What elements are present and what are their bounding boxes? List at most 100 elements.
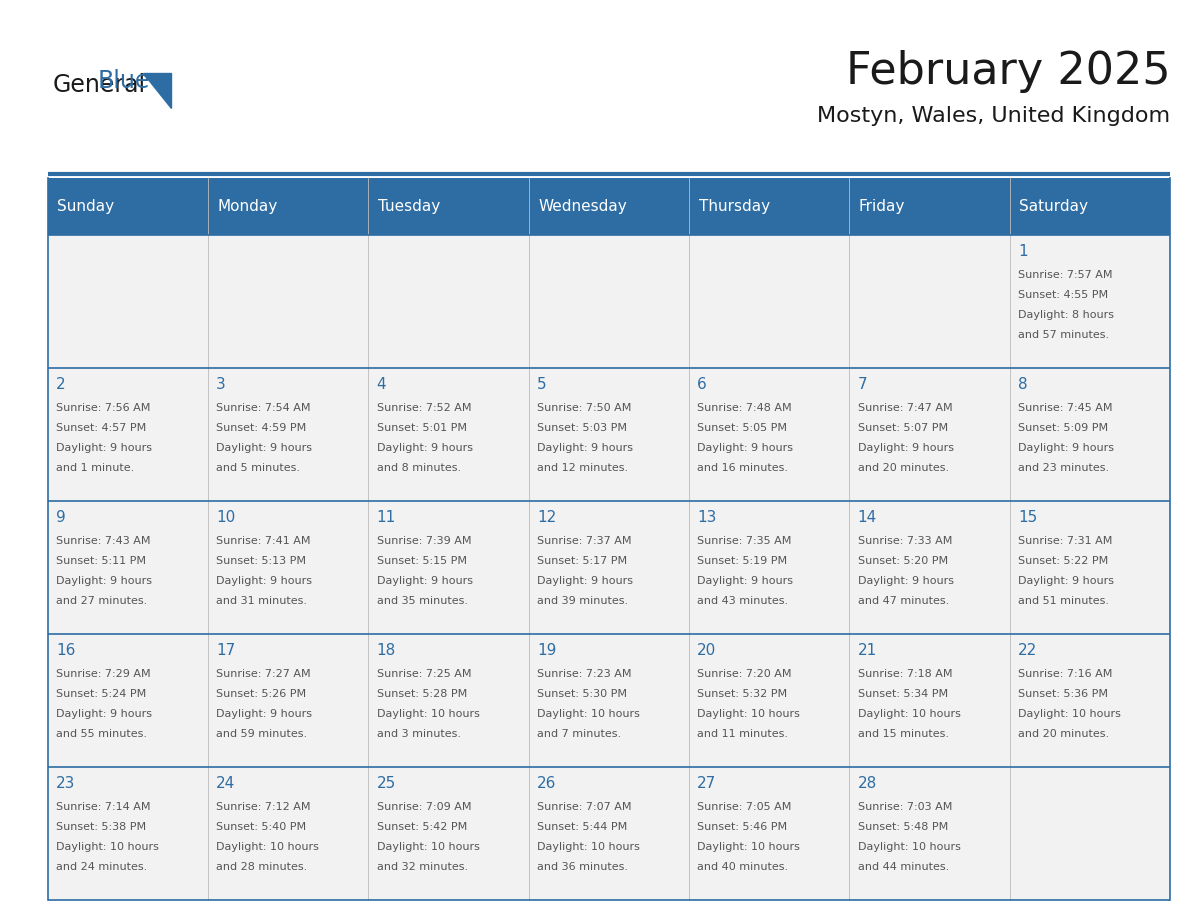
Bar [48, 368, 208, 501]
Text: Sunset: 4:57 PM: Sunset: 4:57 PM [56, 423, 146, 433]
Text: and 35 minutes.: and 35 minutes. [377, 597, 468, 606]
Text: Sunset: 5:28 PM: Sunset: 5:28 PM [377, 688, 467, 699]
Text: and 11 minutes.: and 11 minutes. [697, 729, 789, 739]
Bar [849, 767, 1010, 900]
Text: Sunset: 5:46 PM: Sunset: 5:46 PM [697, 822, 788, 832]
Text: Sunset: 5:22 PM: Sunset: 5:22 PM [1018, 556, 1108, 565]
Text: 21: 21 [858, 643, 877, 658]
Text: and 32 minutes.: and 32 minutes. [377, 862, 468, 872]
Text: Daylight: 8 hours: Daylight: 8 hours [1018, 310, 1114, 320]
Text: Sunset: 5:24 PM: Sunset: 5:24 PM [56, 688, 146, 699]
Bar [48, 767, 208, 900]
Text: Sunrise: 7:23 AM: Sunrise: 7:23 AM [537, 668, 632, 678]
Text: and 20 minutes.: and 20 minutes. [858, 464, 949, 474]
Text: and 51 minutes.: and 51 minutes. [1018, 597, 1110, 606]
Text: Sunrise: 7:45 AM: Sunrise: 7:45 AM [1018, 403, 1113, 413]
Text: 1: 1 [1018, 244, 1028, 259]
Text: and 44 minutes.: and 44 minutes. [858, 862, 949, 872]
Text: 12: 12 [537, 510, 556, 525]
Text: 26: 26 [537, 776, 556, 791]
Text: Sunset: 5:01 PM: Sunset: 5:01 PM [377, 423, 467, 433]
Text: Daylight: 10 hours: Daylight: 10 hours [537, 709, 640, 719]
Text: Wednesday: Wednesday [538, 199, 627, 214]
Bar [368, 501, 529, 633]
Bar [1010, 368, 1170, 501]
Text: Daylight: 9 hours: Daylight: 9 hours [216, 443, 312, 453]
Text: 28: 28 [858, 776, 877, 791]
Text: and 24 minutes.: and 24 minutes. [56, 862, 147, 872]
Bar [529, 633, 689, 767]
Text: Sunrise: 7:16 AM: Sunrise: 7:16 AM [1018, 668, 1112, 678]
Bar [368, 633, 529, 767]
Bar [689, 235, 849, 368]
Text: 18: 18 [377, 643, 396, 658]
Text: Sunset: 5:48 PM: Sunset: 5:48 PM [858, 822, 948, 832]
Text: Sunrise: 7:37 AM: Sunrise: 7:37 AM [537, 536, 632, 545]
Text: and 8 minutes.: and 8 minutes. [377, 464, 461, 474]
Text: Daylight: 9 hours: Daylight: 9 hours [697, 577, 794, 586]
Text: 9: 9 [56, 510, 65, 525]
Text: Sunset: 5:40 PM: Sunset: 5:40 PM [216, 822, 307, 832]
Text: and 57 minutes.: and 57 minutes. [1018, 330, 1110, 341]
Bar [368, 235, 529, 368]
Bar [529, 501, 689, 633]
Text: 13: 13 [697, 510, 716, 525]
Text: Daylight: 10 hours: Daylight: 10 hours [56, 842, 159, 852]
Text: Mostyn, Wales, United Kingdom: Mostyn, Wales, United Kingdom [817, 106, 1170, 126]
Text: Daylight: 9 hours: Daylight: 9 hours [697, 443, 794, 453]
Bar [849, 633, 1010, 767]
Text: Tuesday: Tuesday [378, 199, 440, 214]
Text: Daylight: 9 hours: Daylight: 9 hours [537, 577, 633, 586]
Text: and 47 minutes.: and 47 minutes. [858, 597, 949, 606]
Text: and 5 minutes.: and 5 minutes. [216, 464, 301, 474]
Text: Daylight: 9 hours: Daylight: 9 hours [858, 577, 954, 586]
Text: General: General [52, 73, 145, 97]
Bar [1010, 235, 1170, 368]
Text: and 3 minutes.: and 3 minutes. [377, 729, 461, 739]
Text: Daylight: 9 hours: Daylight: 9 hours [216, 709, 312, 719]
Bar [849, 235, 1010, 368]
Text: and 39 minutes.: and 39 minutes. [537, 597, 628, 606]
Text: Sunrise: 7:41 AM: Sunrise: 7:41 AM [216, 536, 311, 545]
Text: Daylight: 10 hours: Daylight: 10 hours [537, 842, 640, 852]
Text: Sunrise: 7:52 AM: Sunrise: 7:52 AM [377, 403, 472, 413]
Bar [529, 235, 689, 368]
Text: 19: 19 [537, 643, 556, 658]
Text: Sunrise: 7:43 AM: Sunrise: 7:43 AM [56, 536, 151, 545]
Text: Friday: Friday [859, 199, 905, 214]
Bar [689, 501, 849, 633]
Text: Sunset: 5:05 PM: Sunset: 5:05 PM [697, 423, 788, 433]
Text: Sunrise: 7:07 AM: Sunrise: 7:07 AM [537, 801, 632, 812]
Bar [1010, 633, 1170, 767]
Text: Daylight: 9 hours: Daylight: 9 hours [377, 443, 473, 453]
Text: Monday: Monday [217, 199, 278, 214]
Text: Sunset: 5:36 PM: Sunset: 5:36 PM [1018, 688, 1108, 699]
Text: Daylight: 9 hours: Daylight: 9 hours [537, 443, 633, 453]
Text: Sunset: 5:20 PM: Sunset: 5:20 PM [858, 556, 948, 565]
Bar [529, 368, 689, 501]
Bar [1010, 767, 1170, 900]
Polygon shape [143, 73, 171, 108]
Text: Daylight: 9 hours: Daylight: 9 hours [56, 577, 152, 586]
Text: Blue: Blue [97, 69, 150, 93]
Text: Sunset: 5:34 PM: Sunset: 5:34 PM [858, 688, 948, 699]
Bar [368, 368, 529, 501]
Text: Daylight: 10 hours: Daylight: 10 hours [858, 842, 961, 852]
Text: February 2025: February 2025 [846, 50, 1170, 94]
Text: Sunrise: 7:54 AM: Sunrise: 7:54 AM [216, 403, 311, 413]
Bar [48, 633, 208, 767]
Text: and 28 minutes.: and 28 minutes. [216, 862, 308, 872]
Text: Sunrise: 7:14 AM: Sunrise: 7:14 AM [56, 801, 151, 812]
Text: and 27 minutes.: and 27 minutes. [56, 597, 147, 606]
Text: Sunset: 4:55 PM: Sunset: 4:55 PM [1018, 290, 1108, 300]
Text: Thursday: Thursday [699, 199, 770, 214]
Bar [208, 235, 368, 368]
Text: and 31 minutes.: and 31 minutes. [216, 597, 308, 606]
Text: Sunset: 5:42 PM: Sunset: 5:42 PM [377, 822, 467, 832]
Text: and 12 minutes.: and 12 minutes. [537, 464, 628, 474]
Text: Sunset: 5:17 PM: Sunset: 5:17 PM [537, 556, 627, 565]
Text: Sunrise: 7:12 AM: Sunrise: 7:12 AM [216, 801, 311, 812]
Text: Daylight: 9 hours: Daylight: 9 hours [56, 709, 152, 719]
Bar [208, 368, 368, 501]
Text: 20: 20 [697, 643, 716, 658]
